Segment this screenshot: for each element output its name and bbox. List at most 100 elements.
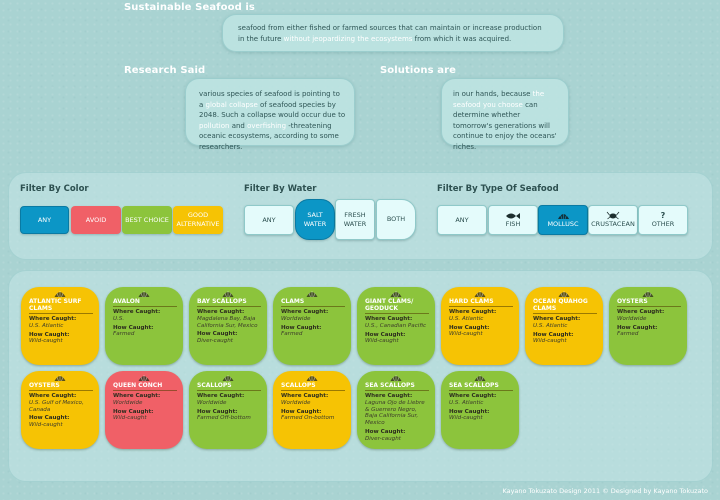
card-name: SEA SCALLOPS xyxy=(449,382,513,391)
filter-type-fish[interactable]: FISH xyxy=(488,205,538,235)
card-how-label: How Caught: xyxy=(113,324,154,331)
card-where-value: U.S. xyxy=(113,315,125,322)
card-where-label: Where Caught: xyxy=(29,316,77,322)
shell-icon xyxy=(558,291,570,298)
card-name: BAY SCALLOPS xyxy=(197,298,261,307)
card-how-value: Diver-caught xyxy=(365,435,401,442)
card-how-value: Wild-caught xyxy=(29,338,63,345)
card-name: CLAMS xyxy=(281,298,345,307)
sustainable-text-a: seafood from either fished or farmed sou… xyxy=(238,24,542,43)
card-how-label: How Caught: xyxy=(449,324,490,331)
seafood-card[interactable]: OYSTERS Where Caught: U.S. Gulf of Mexico,… xyxy=(21,371,99,449)
filter-color-good-alternative[interactable]: GOOD ALTERNATIVE xyxy=(173,206,223,234)
sustainable-heading: Sustainable Seafood is xyxy=(124,2,255,13)
card-where-label: Where Caught: xyxy=(29,393,77,399)
card-where-label: Where Caught: xyxy=(617,309,665,315)
card-where-label: Where Caught: xyxy=(281,309,329,315)
card-where-label: Where Caught: xyxy=(365,393,413,399)
seafood-card[interactable]: ATLANTIC SURF CLAMS Where Caught: U.S. Atl… xyxy=(21,287,99,365)
filter-color-avoid[interactable]: AVOID xyxy=(71,206,121,234)
card-where-label: Where Caught: xyxy=(113,309,161,315)
footer-credit: Kayano Tokuzato Design 2011 © Designed b… xyxy=(502,487,708,495)
card-how-value: Farmed On-bottom xyxy=(281,415,335,422)
card-how-label: How Caught: xyxy=(29,331,70,338)
card-where-label: Where Caught: xyxy=(197,309,245,315)
card-name: SCALLOPS xyxy=(197,382,261,391)
seafood-card[interactable]: OYSTERS Where Caught: Worldwide How Caught:… xyxy=(609,287,687,365)
research-text-a: various species of seafood is pointing t… xyxy=(199,90,340,109)
seafood-card[interactable]: SCALLOPS Where Caught: Worldwide How Caught… xyxy=(273,371,351,449)
filter-type-mollusc[interactable]: MOLLUSC xyxy=(538,205,588,235)
shell-icon xyxy=(54,375,66,382)
card-how-label: How Caught: xyxy=(449,408,490,415)
card-how-value: Farmed xyxy=(617,331,639,338)
research-text-c: and xyxy=(229,121,248,130)
filter-type-mollusc-label: MOLLUSC xyxy=(547,219,579,228)
seafood-card[interactable]: HARD CLAMS Where Caught: U.S. Atlantic How … xyxy=(441,287,519,365)
filter-water-any-label: ANY xyxy=(262,215,276,224)
filter-water-fresh[interactable]: FRESH WATER xyxy=(335,199,375,240)
solutions-heading: Solutions are xyxy=(380,65,457,76)
card-where-label: Where Caught: xyxy=(197,393,245,399)
seafood-card[interactable]: GIANT CLAMS/ GEODUCK Where Caught: U.S., C… xyxy=(357,287,435,365)
research-text-d: -threatening oceanic ecosystems, accordi… xyxy=(199,121,339,151)
filter-color-best-choice[interactable]: BEST CHOICE xyxy=(122,206,172,234)
seafood-card[interactable]: CLAMS Where Caught: Worldwide How Caught: Fa… xyxy=(273,287,351,365)
card-name: ATLANTIC SURF CLAMS xyxy=(29,298,93,314)
card-where-value: Laguna Ojo de Liebre & Guerrero Negro, B… xyxy=(365,399,425,427)
card-how-value: Diver-caught xyxy=(197,338,233,345)
sustainable-highlight: without jeopardizing the ecosystems xyxy=(283,34,413,43)
filter-type-other[interactable]: ? OTHER xyxy=(638,205,688,235)
card-name: OYSTERS xyxy=(617,298,681,307)
card-where-value: U.S., Canadian Pacific xyxy=(365,322,427,329)
card-where-value: U.S. Atlantic xyxy=(29,322,64,329)
filter-water-title: Filter By Water xyxy=(244,184,317,194)
card-how-label: How Caught: xyxy=(197,331,238,338)
seafood-card[interactable]: SEA SCALLOPS Where Caught: Laguna Ojo de L… xyxy=(357,371,435,449)
shell-icon xyxy=(390,291,402,298)
research-highlight-1: global collapse xyxy=(205,100,258,109)
card-how-label: How Caught: xyxy=(365,428,406,435)
research-heading: Research Said xyxy=(124,65,206,76)
filter-type-crustacean-label: CRUSTACEAN xyxy=(591,220,635,228)
sustainable-text-b: from which it was acquired. xyxy=(412,34,512,43)
card-how-value: Wild-caught xyxy=(365,338,399,345)
card-name: AVALON xyxy=(113,298,177,307)
filter-water-both[interactable]: BOTH xyxy=(376,199,416,240)
card-how-label: How Caught: xyxy=(197,408,238,415)
filter-type-any[interactable]: ANY xyxy=(437,205,487,235)
seafood-card[interactable]: BAY SCALLOPS Where Caught: Magdalena Bay, … xyxy=(189,287,267,365)
card-where-value: U.S. Atlantic xyxy=(449,315,484,322)
filter-color-any-label: ANY xyxy=(37,215,52,224)
filter-color-any[interactable]: ANY xyxy=(20,206,69,234)
card-how-value: Farmed Off-bottom xyxy=(197,415,251,422)
filter-type-other-label: OTHER xyxy=(651,220,675,228)
research-bubble: various species of seafood is pointing t… xyxy=(185,78,355,151)
solutions-highlight: the seafood you choose xyxy=(453,90,545,109)
card-name: HARD CLAMS xyxy=(449,298,513,307)
card-how-value: Farmed xyxy=(281,331,303,338)
card-where-value: Worldwide xyxy=(281,315,311,322)
filter-water-any[interactable]: ANY xyxy=(244,205,294,235)
card-where-value: U.S. Gulf of Mexico, Canada xyxy=(29,399,84,413)
filter-water-salt[interactable]: SALT WATER xyxy=(295,199,335,240)
seafood-card[interactable]: SEA SCALLOPS Where Caught: U.S. Atlantic Ho… xyxy=(441,371,519,449)
shell-icon xyxy=(474,375,486,382)
solutions-text-a: in our hands, because xyxy=(453,90,533,98)
research-highlight-2: pollution xyxy=(199,121,230,130)
shell-icon xyxy=(222,291,234,298)
filter-color-avoid-label: AVOID xyxy=(85,215,107,224)
seafood-card[interactable]: SCALLOPS Where Caught: Worldwide How Caught… xyxy=(189,371,267,449)
card-how-value: Wild-caught xyxy=(449,415,483,422)
filter-water-both-label: BOTH xyxy=(386,215,406,223)
card-name: OCEAN QUAHOG CLAMS xyxy=(533,298,597,314)
card-where-value: U.S. Atlantic xyxy=(533,322,568,329)
filter-type-crustacean[interactable]: CRUSTACEAN xyxy=(588,205,638,235)
seafood-card[interactable]: OCEAN QUAHOG CLAMS Where Caught: U.S. Atla… xyxy=(525,287,603,365)
shell-icon xyxy=(138,291,150,298)
seafood-card[interactable]: AVALON Where Caught: U.S. How Caught: Farmed xyxy=(105,287,183,365)
seafood-card[interactable]: QUEEN CONCH Where Caught: Worldwide How Cau… xyxy=(105,371,183,449)
card-how-value: Wild-caught xyxy=(533,338,567,345)
card-how-label: How Caught: xyxy=(281,408,322,415)
card-name: OYSTERS xyxy=(29,382,93,391)
